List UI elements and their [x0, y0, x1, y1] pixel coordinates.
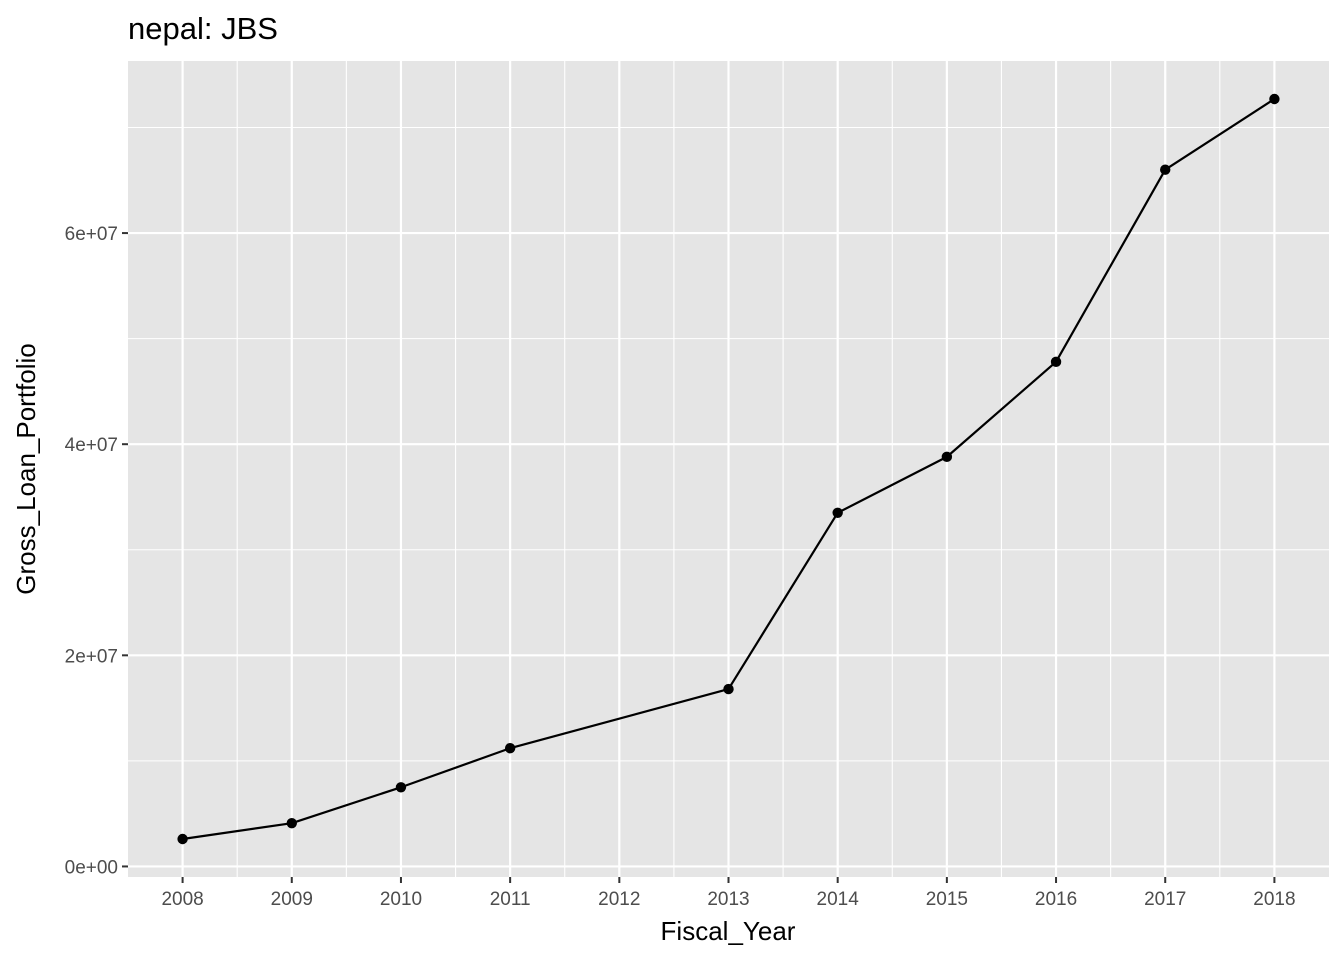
x-tick-label: 2017 — [1144, 889, 1186, 910]
x-axis-title: Fiscal_Year — [661, 916, 796, 946]
y-tick-label: 6e+07 — [65, 224, 118, 245]
x-tick-label: 2009 — [271, 889, 313, 910]
series-line — [182, 98, 1276, 841]
x-tick-label: 2016 — [1035, 889, 1077, 910]
x-tick-label: 2008 — [161, 889, 203, 910]
x-axis: 2008 2009 2010 2011 2012 2013 2014 2015 2016 2017… — [161, 877, 1296, 910]
data-point — [1160, 164, 1171, 175]
series-layer — [177, 93, 1280, 845]
data-point — [941, 451, 953, 463]
data-point — [723, 683, 734, 695]
x-tick-label: 2018 — [1253, 889, 1295, 910]
data-point — [395, 782, 407, 793]
data-point — [1269, 93, 1280, 105]
y-axis-title: Gross_Loan_Portfolio — [11, 343, 41, 594]
y-axis: 0e+00 2e+07 4e+07 6e+07 — [65, 224, 128, 878]
x-tick-label: 2014 — [817, 889, 860, 910]
x-tick-label: 2011 — [490, 889, 531, 910]
y-tick-label: 0e+00 — [65, 857, 118, 878]
data-point — [504, 743, 516, 754]
data-point — [832, 507, 843, 519]
x-tick-label: 2012 — [598, 889, 640, 910]
data-point — [286, 817, 297, 829]
chart-title: nepal: JBS — [128, 11, 278, 46]
x-tick-label: 2010 — [380, 889, 422, 910]
major-gridlines — [128, 61, 1329, 877]
data-point — [1050, 356, 1062, 368]
x-tick-label: 2015 — [926, 889, 968, 910]
data-point — [177, 833, 188, 845]
x-tick-label: 2013 — [707, 889, 749, 910]
y-tick-label: 2e+07 — [65, 646, 118, 667]
y-tick-label: 4e+07 — [65, 435, 118, 456]
